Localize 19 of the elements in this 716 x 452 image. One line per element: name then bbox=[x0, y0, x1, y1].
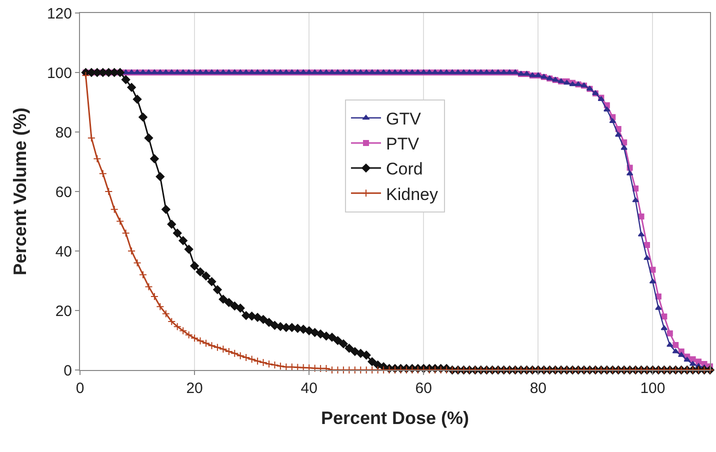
y-tick-label: 120 bbox=[46, 5, 72, 22]
legend-label: PTV bbox=[386, 134, 420, 154]
y-tick-label: 20 bbox=[55, 302, 72, 320]
legend-label: Kidney bbox=[386, 184, 438, 204]
x-tick-label: 20 bbox=[186, 380, 203, 397]
y-axis-title: Percent Volume (%) bbox=[10, 108, 30, 276]
x-tick-label: 60 bbox=[415, 380, 432, 397]
x-tick-label: 40 bbox=[300, 380, 318, 397]
y-tick-label: 80 bbox=[55, 124, 72, 142]
x-tick-label: 0 bbox=[76, 380, 84, 397]
x-axis-title: Percent Dose (%) bbox=[320, 408, 470, 428]
y-tick-label: 40 bbox=[55, 243, 72, 260]
y-tick-label: 0 bbox=[64, 362, 72, 380]
x-tick-label: 100 bbox=[640, 380, 666, 397]
x-tick-label: 80 bbox=[530, 380, 547, 397]
y-tick-label: 60 bbox=[55, 184, 72, 201]
y-tick-label: 100 bbox=[46, 64, 72, 82]
legend-label: GTV bbox=[386, 109, 422, 128]
legend-label: Cord bbox=[386, 160, 423, 179]
